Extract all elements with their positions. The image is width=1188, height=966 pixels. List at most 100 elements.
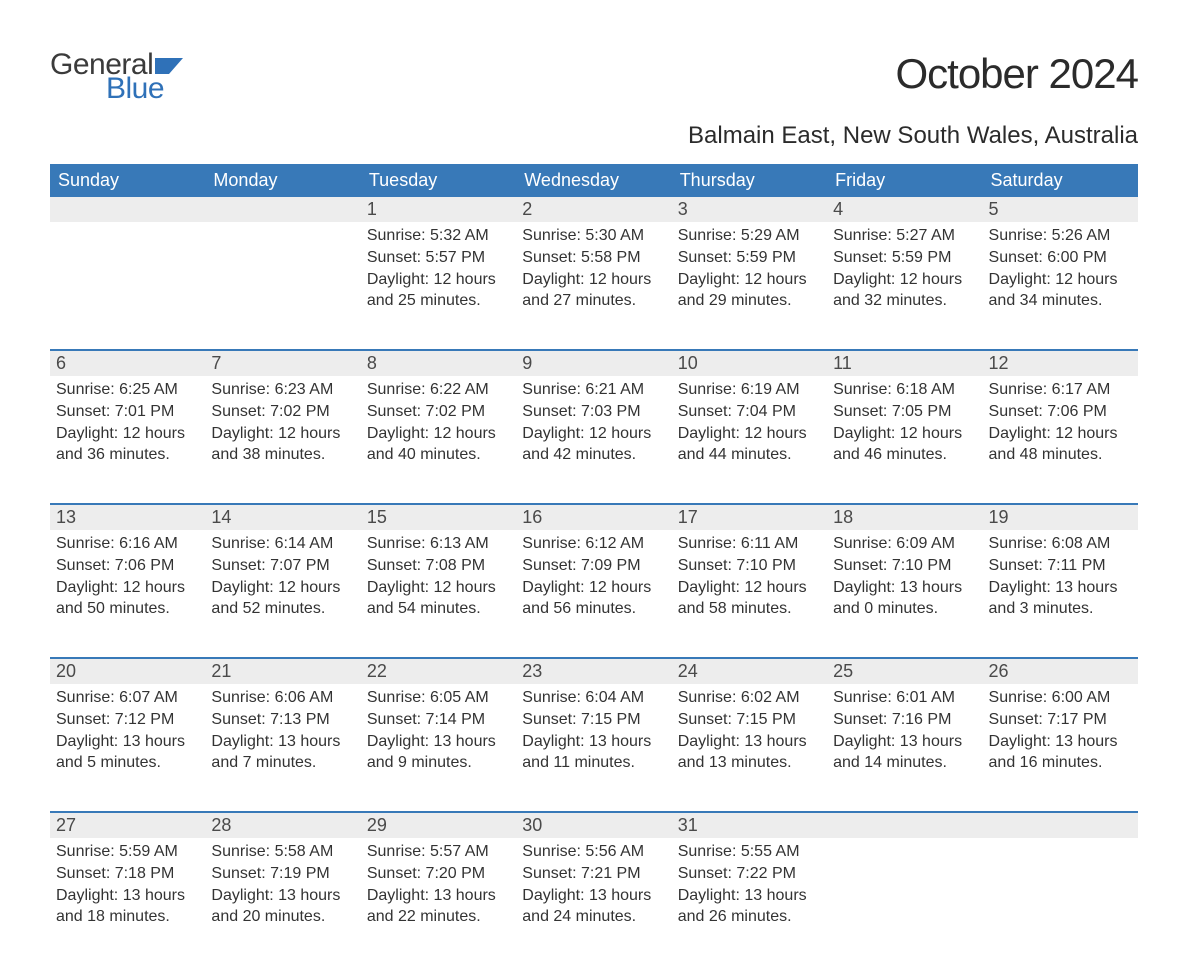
day-number-cell: 21 (205, 658, 360, 684)
sunset-line: Sunset: 7:11 PM (989, 556, 1132, 577)
sunset-line: Sunset: 7:02 PM (211, 402, 354, 423)
daylight-line: Daylight: 12 hours (367, 424, 510, 445)
daylight-line: Daylight: 12 hours (833, 424, 976, 445)
daylight-line: Daylight: 12 hours (833, 270, 976, 291)
day-number-cell: 28 (205, 812, 360, 838)
calendar-week: 20212223242526Sunrise: 6:07 AMSunset: 7:… (50, 658, 1138, 812)
day-number: 16 (522, 507, 542, 527)
daylight-line: Daylight: 12 hours (211, 578, 354, 599)
day-cell: Sunrise: 5:58 AMSunset: 7:19 PMDaylight:… (205, 838, 360, 966)
day-number-cell: 6 (50, 350, 205, 376)
day-number: 8 (367, 353, 377, 373)
daylight-line: Daylight: 13 hours (833, 578, 976, 599)
day-cell: Sunrise: 6:07 AMSunset: 7:12 PMDaylight:… (50, 684, 205, 812)
sunrise-line: Sunrise: 6:22 AM (367, 380, 510, 401)
daylight-line: and 32 minutes. (833, 291, 976, 312)
daylight-line: Daylight: 13 hours (833, 732, 976, 753)
day-number: 13 (56, 507, 76, 527)
day-number-row: 6789101112 (50, 350, 1138, 376)
weekday-header: Thursday (672, 164, 827, 197)
daylight-line: Daylight: 12 hours (367, 578, 510, 599)
daylight-line: and 36 minutes. (56, 445, 199, 466)
day-number: 10 (678, 353, 698, 373)
day-number-cell: 20 (50, 658, 205, 684)
sunset-line: Sunset: 7:02 PM (367, 402, 510, 423)
day-number-cell: 8 (361, 350, 516, 376)
day-number-cell: 19 (983, 504, 1138, 530)
weekday-header: Saturday (983, 164, 1138, 197)
day-body-row: Sunrise: 5:59 AMSunset: 7:18 PMDaylight:… (50, 838, 1138, 966)
day-cell: Sunrise: 6:05 AMSunset: 7:14 PMDaylight:… (361, 684, 516, 812)
weekday-header: Wednesday (516, 164, 671, 197)
day-number-cell: 12 (983, 350, 1138, 376)
day-number: 11 (833, 353, 852, 373)
day-number-cell: 29 (361, 812, 516, 838)
daylight-line: and 25 minutes. (367, 291, 510, 312)
day-number: 1 (367, 199, 377, 219)
daylight-line: Daylight: 12 hours (522, 578, 665, 599)
daylight-line: Daylight: 13 hours (367, 886, 510, 907)
day-body-row: Sunrise: 5:32 AMSunset: 5:57 PMDaylight:… (50, 222, 1138, 350)
daylight-line: Daylight: 12 hours (211, 424, 354, 445)
calendar-week: 6789101112Sunrise: 6:25 AMSunset: 7:01 P… (50, 350, 1138, 504)
sunset-line: Sunset: 7:16 PM (833, 710, 976, 731)
sunrise-line: Sunrise: 6:04 AM (522, 688, 665, 709)
sunrise-line: Sunrise: 5:57 AM (367, 842, 510, 863)
day-number: 29 (367, 815, 387, 835)
day-cell: Sunrise: 5:57 AMSunset: 7:20 PMDaylight:… (361, 838, 516, 966)
day-number-cell: 13 (50, 504, 205, 530)
sunset-line: Sunset: 7:06 PM (989, 402, 1132, 423)
day-cell: Sunrise: 6:16 AMSunset: 7:06 PMDaylight:… (50, 530, 205, 658)
day-cell: Sunrise: 5:56 AMSunset: 7:21 PMDaylight:… (516, 838, 671, 966)
sunrise-line: Sunrise: 6:19 AM (678, 380, 821, 401)
day-number-cell: 31 (672, 812, 827, 838)
sunrise-line: Sunrise: 5:27 AM (833, 226, 976, 247)
day-cell: Sunrise: 6:02 AMSunset: 7:15 PMDaylight:… (672, 684, 827, 812)
calendar-week: 2728293031Sunrise: 5:59 AMSunset: 7:18 P… (50, 812, 1138, 966)
sunrise-line: Sunrise: 6:12 AM (522, 534, 665, 555)
sunrise-line: Sunrise: 6:05 AM (367, 688, 510, 709)
day-cell: Sunrise: 6:18 AMSunset: 7:05 PMDaylight:… (827, 376, 982, 504)
sunset-line: Sunset: 7:17 PM (989, 710, 1132, 731)
sunset-line: Sunset: 7:10 PM (678, 556, 821, 577)
day-cell: Sunrise: 6:17 AMSunset: 7:06 PMDaylight:… (983, 376, 1138, 504)
sunset-line: Sunset: 7:19 PM (211, 864, 354, 885)
sunset-line: Sunset: 7:21 PM (522, 864, 665, 885)
day-number-cell: 17 (672, 504, 827, 530)
day-number-cell (50, 197, 205, 222)
day-cell: Sunrise: 6:22 AMSunset: 7:02 PMDaylight:… (361, 376, 516, 504)
daylight-line: Daylight: 12 hours (367, 270, 510, 291)
day-number: 6 (56, 353, 66, 373)
header: General Blue October 2024 (50, 50, 1138, 104)
day-cell (827, 838, 982, 966)
daylight-line: and 34 minutes. (989, 291, 1132, 312)
daylight-line: Daylight: 12 hours (989, 270, 1132, 291)
daylight-line: and 46 minutes. (833, 445, 976, 466)
day-number-cell: 23 (516, 658, 671, 684)
sunset-line: Sunset: 7:18 PM (56, 864, 199, 885)
day-number-cell: 4 (827, 197, 982, 222)
daylight-line: Daylight: 13 hours (367, 732, 510, 753)
sunrise-line: Sunrise: 6:06 AM (211, 688, 354, 709)
day-cell: Sunrise: 6:21 AMSunset: 7:03 PMDaylight:… (516, 376, 671, 504)
day-number: 7 (211, 353, 221, 373)
sunrise-line: Sunrise: 6:13 AM (367, 534, 510, 555)
day-body-row: Sunrise: 6:25 AMSunset: 7:01 PMDaylight:… (50, 376, 1138, 504)
sunset-line: Sunset: 5:57 PM (367, 248, 510, 269)
daylight-line: Daylight: 13 hours (989, 732, 1132, 753)
day-cell: Sunrise: 6:19 AMSunset: 7:04 PMDaylight:… (672, 376, 827, 504)
daylight-line: and 54 minutes. (367, 599, 510, 620)
day-number: 3 (678, 199, 688, 219)
day-number: 23 (522, 661, 542, 681)
day-number: 27 (56, 815, 76, 835)
sunset-line: Sunset: 6:00 PM (989, 248, 1132, 269)
day-number-cell: 11 (827, 350, 982, 376)
day-number-cell: 16 (516, 504, 671, 530)
sunrise-line: Sunrise: 6:09 AM (833, 534, 976, 555)
sunset-line: Sunset: 7:06 PM (56, 556, 199, 577)
day-cell (205, 222, 360, 350)
daylight-line: Daylight: 12 hours (56, 578, 199, 599)
sunset-line: Sunset: 7:15 PM (678, 710, 821, 731)
day-number: 4 (833, 199, 843, 219)
day-cell: Sunrise: 6:13 AMSunset: 7:08 PMDaylight:… (361, 530, 516, 658)
